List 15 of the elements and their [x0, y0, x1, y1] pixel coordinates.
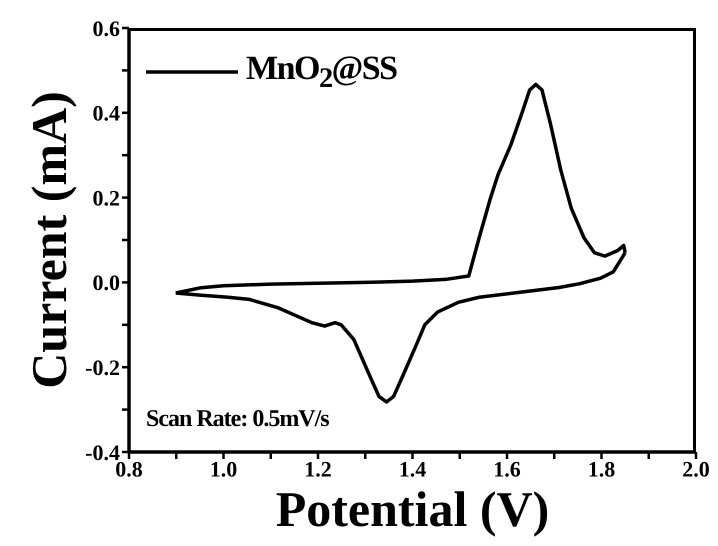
y-tick-label: -0.2	[85, 355, 120, 380]
x-tick-label: 1.6	[493, 456, 521, 482]
y-axis-title: Current (mA)	[20, 91, 77, 389]
y-tick-label: 0.2	[92, 185, 120, 210]
y-tick-label: 0.6	[92, 16, 120, 41]
x-tick-label: 1.8	[588, 456, 616, 482]
legend-label: MnO$_{2}$@SS	[246, 50, 397, 95]
annotation: Scan Rate: 0.5mV/s	[146, 406, 329, 433]
x-axis-title: Potential (V)	[276, 481, 550, 537]
x-tick-label: 1.4	[398, 456, 426, 482]
y-tick-label: 0.4	[92, 100, 120, 126]
x-tick-label: 1.2	[304, 456, 332, 482]
x-tick-label: 2.0	[682, 456, 710, 482]
x-tick-label: 1.0	[210, 456, 238, 482]
y-tick-label: 0.0	[92, 270, 120, 296]
